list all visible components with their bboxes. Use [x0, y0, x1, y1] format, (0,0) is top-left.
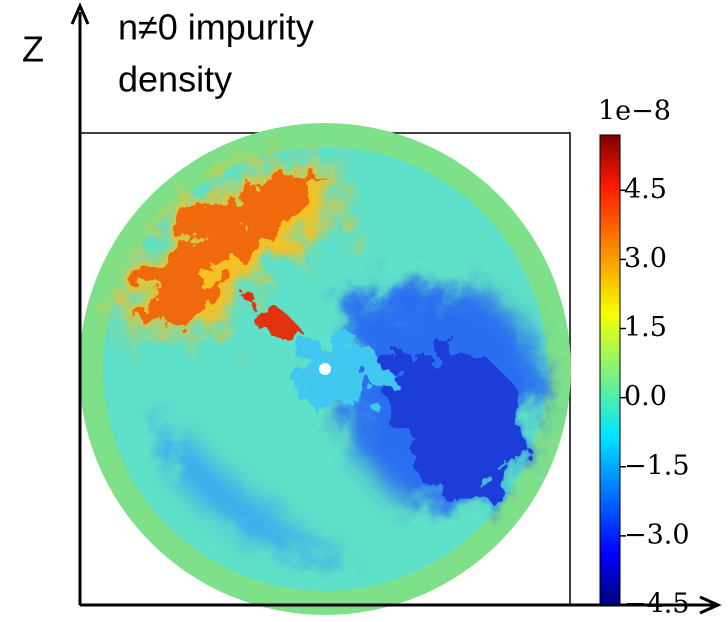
colorbar-tick-label: −1.5 — [624, 450, 690, 481]
z-arrowhead — [70, 2, 90, 25]
title-line: density — [118, 59, 232, 100]
colorbar-tick-label: 0.0 — [624, 381, 667, 412]
r-arrowhead — [699, 595, 722, 615]
colorbar-tick-label: 1.5 — [624, 312, 667, 343]
colorbar-tick-label: 4.5 — [624, 174, 667, 205]
colorbar-tick-label: −4.5 — [624, 589, 690, 620]
colorbar-offset: 1e−8 — [598, 96, 671, 127]
colorbar-tick-label: −3.0 — [624, 519, 690, 550]
density-field — [79, 123, 571, 615]
title-line: n≠0 impurity — [118, 7, 314, 48]
colorbar-tick-label: 3.0 — [624, 243, 667, 274]
colorbar — [599, 134, 621, 606]
y-axis-label: Z — [22, 29, 44, 70]
